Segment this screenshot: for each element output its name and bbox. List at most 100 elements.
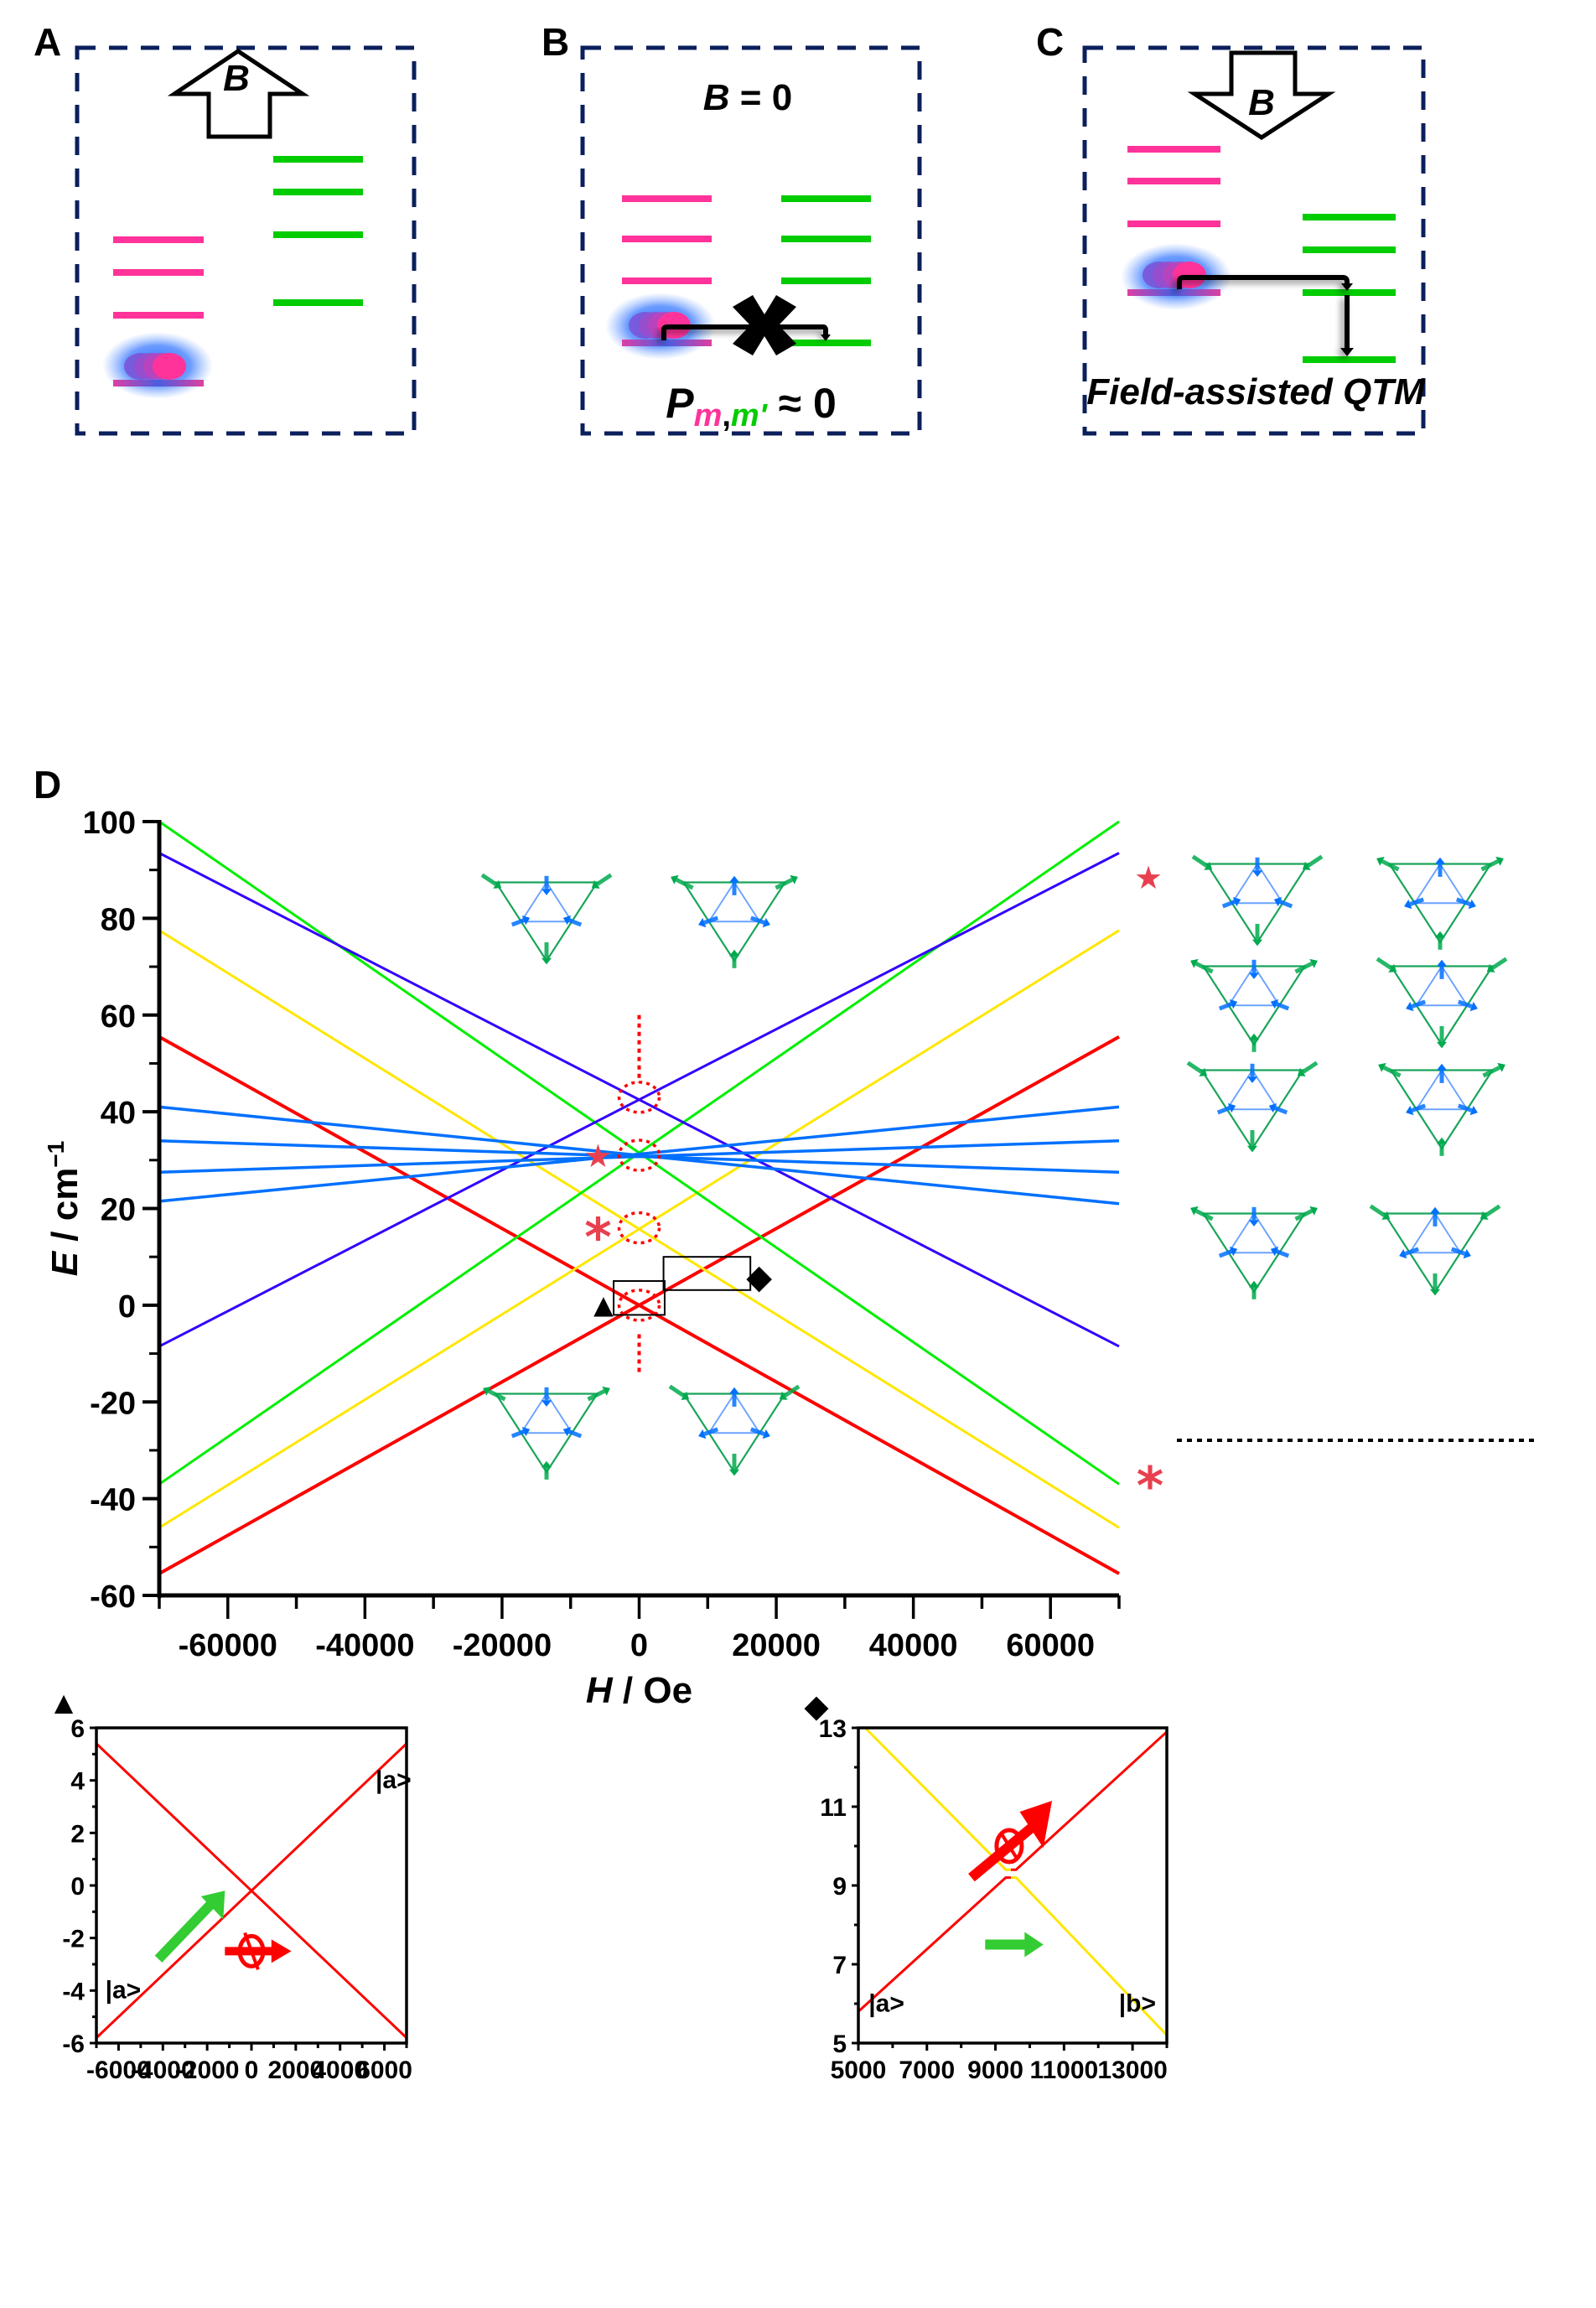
spin-arrow-blue-shaft (510, 1429, 525, 1439)
spin-arrow-green-head (671, 874, 679, 884)
spin-arrow-blue-head (1469, 1105, 1478, 1116)
spin-arrow-green-head (1204, 861, 1213, 870)
spin-arrow-green-head (1302, 861, 1311, 870)
panel-d: D -60 -40 -20 0 20 40 60 80 100 -60000 -40000 -2000… (34, 763, 1534, 1711)
spin-arrow-blue-head (562, 1426, 572, 1437)
field-label-a: B (223, 58, 250, 99)
zeeman-lines (158, 820, 1120, 1575)
y-axis-title: E / cm−1 (43, 1141, 86, 1277)
x-axis-title: H / Oe (586, 1670, 692, 1711)
series-line-red-up (158, 1035, 1120, 1575)
spin-arrow-blue-head (1248, 972, 1260, 979)
inner-triangle (707, 880, 762, 923)
inner-triangle (1414, 1068, 1469, 1111)
spin-arrow-green-head (493, 879, 502, 889)
series-line-blue-3 (158, 1138, 1120, 1174)
y-tick-label: 60 (101, 999, 136, 1035)
pink-level (113, 312, 204, 319)
spin-arrow-green-shaft (1194, 1209, 1214, 1221)
spin-triangle-diagram (1191, 854, 1324, 947)
spin-arrow-green-shaft (1482, 1066, 1501, 1078)
spin-arrow-green-head (728, 1469, 740, 1476)
spin-triangle-diagram (671, 874, 798, 968)
y-tick-label: -40 (90, 1483, 136, 1518)
inner-triangle (1407, 1211, 1463, 1254)
arrow-head-icon (821, 335, 831, 341)
spin-arrow-green-head (1495, 856, 1504, 866)
diamond-marker-icon: ◆ (746, 1258, 772, 1295)
spin-triangle-diagram (483, 1386, 610, 1480)
x-tick-label: 7000 (899, 2056, 955, 2084)
y-tick-label: 7 (832, 1952, 847, 1979)
y-tick-label: 2 (70, 1820, 85, 1848)
y-tick-label: 11 (820, 1794, 847, 1822)
spin-arrow-blue-head (762, 917, 770, 928)
spin-arrow-green-head (1479, 1211, 1489, 1220)
x-tick-label: -2000 (175, 2056, 240, 2084)
spin-arrow-blue-shaft (510, 918, 525, 927)
spin-arrow-green-head (1429, 1289, 1441, 1296)
spin-triangle-diagram (1376, 957, 1508, 1049)
spin-arrow-blue-shaft (1450, 1247, 1466, 1256)
forbidden-transition-arrow-head (271, 1939, 292, 1963)
spin-arrow-blue-head (1429, 1206, 1441, 1214)
triangle-marker-icon: ▲ (48, 1686, 80, 1721)
field-up-arrow-icon: B (167, 48, 310, 139)
pink-level (1127, 178, 1220, 184)
diamond-inset-chart: ◆ 5 7 9 11 13 5000 7000 9000 11000 13000 |a> |b> (804, 1689, 1168, 2084)
spin-arrow-blue-shaft (1221, 900, 1236, 909)
spin-arrow-green-shaft (775, 878, 794, 890)
x-tick-label: 11000 (1029, 2056, 1098, 2084)
x-tick-label: 2000 (267, 2056, 324, 2084)
y-tick-label: -20 (90, 1386, 136, 1421)
field-label-c: B (1248, 82, 1275, 123)
spin-arrow-blue-shaft (1279, 900, 1293, 909)
spin-arrow-blue-head (1463, 1248, 1471, 1259)
state-label: |a> (868, 1989, 904, 2017)
panel-a-frame (75, 45, 417, 436)
spin-arrow-green-head (602, 1386, 610, 1396)
spin-arrow-green-head (1251, 939, 1263, 947)
spin-arrow-green-head (1199, 1067, 1208, 1076)
spin-state-icon (124, 353, 186, 380)
spin-arrow-green-head (681, 1391, 690, 1400)
inner-triangle (1226, 1211, 1282, 1254)
inner-triangle (1225, 1068, 1280, 1111)
inset-line-yellow-upper (864, 1726, 1011, 1871)
x-tick-label: 0 (630, 1628, 648, 1663)
spin-arrow-green-shaft (1301, 1061, 1319, 1074)
spin-arrow-green-shaft (1294, 1209, 1314, 1221)
series-line-purple-up (158, 852, 1120, 1348)
green-level (273, 231, 363, 238)
pink-level (622, 236, 712, 242)
spin-arrow-green-shaft (487, 1389, 506, 1402)
pink-level (113, 269, 204, 276)
spin-arrow-blue-head (521, 915, 531, 926)
prohibited-slash (243, 1932, 260, 1970)
x-tick-label: 4000 (312, 2056, 368, 2084)
panel-c-frame (1082, 45, 1426, 436)
spin-arrow-green-shaft (1484, 1204, 1501, 1217)
panel-label-a: A (34, 20, 61, 64)
spin-arrow-green-shaft (1480, 859, 1500, 872)
spin-arrow-green-shaft (1191, 854, 1209, 868)
allowed-transition-arrow-head (200, 1890, 225, 1920)
pink-level (622, 195, 712, 202)
spin-arrow-green-head (1436, 1137, 1448, 1144)
spin-arrow-blue-head (1469, 1001, 1478, 1012)
spin-arrow-blue-head (1270, 1246, 1279, 1257)
spin-arrow-green-head (1309, 958, 1318, 968)
inner-triangle (1414, 964, 1469, 1007)
ground-level (113, 380, 204, 386)
spin-arrow-blue-shaft (1411, 1103, 1427, 1113)
panel-label-c: C (1036, 20, 1064, 64)
ground-level (1127, 289, 1220, 296)
y-tick-label: -4 (62, 1978, 85, 2005)
spin-arrow-green-head (1381, 1211, 1391, 1220)
spin-triangle-diagram (1190, 958, 1318, 1052)
spin-arrow-blue-shaft (568, 1429, 583, 1439)
spin-arrow-green-head (1246, 1145, 1258, 1153)
x-tick-label: 9000 (967, 2056, 1023, 2084)
